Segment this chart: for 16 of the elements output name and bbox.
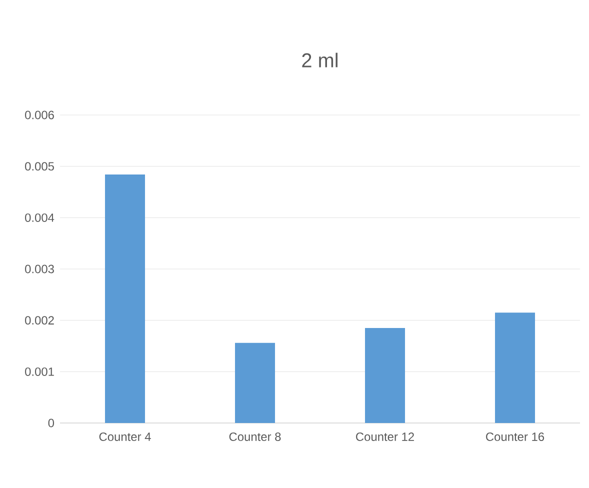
bar (105, 174, 145, 423)
chart-title: 2 ml (302, 52, 338, 68)
y-tick-label: 0.006 (25, 110, 54, 120)
y-tick-label: 0.003 (25, 264, 54, 274)
bar (495, 312, 536, 423)
x-tick-label: Counter 16 (486, 432, 544, 441)
bar (235, 342, 276, 423)
bar (365, 328, 406, 423)
y-tick-label: 0.005 (25, 162, 54, 171)
x-tick-label: Counter 8 (229, 432, 281, 441)
x-tick-label: Counter 4 (99, 432, 151, 441)
y-tick-label: 0.004 (25, 213, 54, 222)
y-tick-label: 0 (48, 418, 54, 428)
x-tick-label: Counter 12 (356, 432, 414, 441)
y-tick-label: 0.002 (25, 316, 54, 325)
y-tick-label: 0.001 (25, 367, 54, 376)
